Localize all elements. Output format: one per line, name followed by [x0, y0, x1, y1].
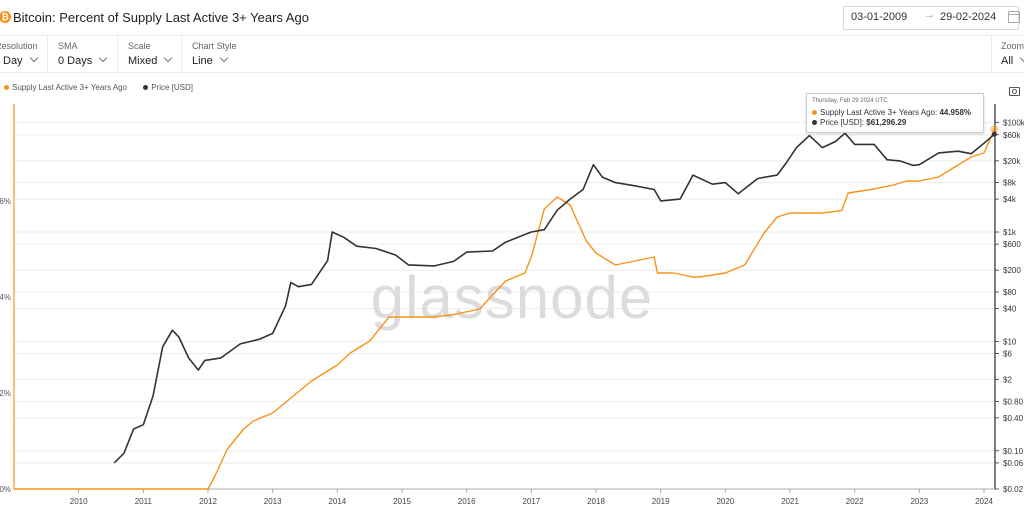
divider	[991, 36, 992, 72]
y-tick-label-right: $8k	[1003, 179, 1017, 188]
tooltip-date: Thursday, Feb 29 2024 UTC	[812, 98, 888, 104]
sma-select[interactable]: SMA 0 Days	[58, 36, 118, 72]
y-tick-label-right: $100k	[1003, 119, 1024, 128]
legend-label: Supply Last Active 3+ Years Ago	[12, 83, 127, 92]
x-tick-label: 2017	[522, 497, 540, 506]
y-tick-label-right: $600	[1003, 240, 1021, 249]
x-tick-label: 2019	[652, 497, 670, 506]
scale-value: Mixed	[128, 55, 158, 67]
divider	[47, 36, 48, 72]
y-tick-label-right: $10	[1003, 337, 1017, 346]
tooltip-supply-value: 44.958%	[939, 108, 972, 117]
y-tick-label-left: 24%	[0, 293, 11, 302]
chart-style-label: Chart Style	[192, 41, 237, 51]
tooltip-supply-label: Supply Last Active 3+ Years Ago:	[820, 108, 938, 117]
date-to[interactable]: 29-02-2024	[940, 11, 997, 23]
camera-icon[interactable]	[1009, 87, 1020, 96]
y-tick-label-right: $2	[1003, 376, 1012, 385]
tooltip-price-label: Price [USD]:	[820, 118, 865, 127]
x-tick-label: 2021	[781, 497, 799, 506]
chevron-down-icon	[219, 53, 229, 63]
x-tick-label: 2013	[264, 497, 282, 506]
tooltip-supply-row: Supply Last Active 3+ Years Ago: 44.958%	[812, 108, 971, 117]
tooltip-price-value: $61,296.29	[866, 118, 907, 127]
series-supply	[13, 129, 996, 490]
x-tick-label: 2014	[328, 497, 346, 506]
scale-select[interactable]: Scale Mixed	[128, 36, 184, 72]
price-line	[113, 132, 995, 464]
tooltip-swatch	[812, 120, 817, 126]
resolution-label: Resolution	[0, 41, 38, 51]
x-tick-label: 2015	[393, 497, 411, 506]
y-tick-label-right: $0.80	[1003, 397, 1024, 406]
x-tick-label: 2024	[975, 497, 993, 506]
y-tick-label-right: $6	[1003, 350, 1012, 359]
divider	[181, 36, 182, 72]
y-tick-label-right: $0.06	[1003, 459, 1024, 468]
x-tick-label: 2023	[910, 497, 928, 506]
x-tick-label: 2022	[846, 497, 864, 506]
y-tick-label-right: $0.40	[1003, 414, 1024, 423]
x-tick-label: 2020	[716, 497, 734, 506]
zoom-label: Zoom	[1001, 41, 1024, 51]
legend-item-price[interactable]: Price [USD]	[143, 83, 193, 92]
hover-marker-price	[991, 131, 997, 137]
y-tick-label-right: $200	[1003, 266, 1021, 275]
toolbar: Resolution Day SMA 0 Days Scale Mixed Ch…	[0, 35, 1024, 73]
x-tick-label: 2010	[70, 497, 88, 506]
page-title: Bitcoin: Percent of Supply Last Active 3…	[13, 10, 309, 25]
chevron-down-icon	[164, 53, 173, 63]
y-tick-label-right: $20k	[1003, 157, 1021, 166]
bitcoin-icon: ₿	[0, 11, 11, 23]
zoom-select[interactable]: Zoom All	[1000, 36, 1024, 72]
chevron-down-icon	[99, 53, 108, 63]
sma-label: SMA	[58, 41, 78, 51]
scale-label: Scale	[128, 41, 151, 51]
arrow-right-icon: →	[924, 9, 935, 21]
chart-style-select[interactable]: Chart Style Line	[192, 36, 254, 72]
y-tick-label-right: $80	[1003, 288, 1017, 297]
tooltip-swatch	[812, 110, 817, 116]
sma-value: 0 Days	[58, 55, 93, 67]
y-tick-label-right: $1k	[1003, 228, 1017, 237]
y-tick-label-right: $0.02	[1003, 485, 1024, 494]
series-price	[113, 132, 995, 464]
y-tick-label-right: $0.10	[1003, 447, 1024, 456]
x-tick-label: 2011	[135, 497, 153, 506]
chart-style-value: Line	[192, 55, 213, 67]
x-tick-label: 2018	[587, 497, 605, 506]
watermark: glassnode	[371, 264, 654, 331]
legend: Supply Last Active 3+ Years Ago Price [U…	[0, 83, 193, 95]
calendar-icon[interactable]	[1008, 11, 1020, 23]
x-tick-label: 2012	[199, 497, 217, 506]
x-tick-label: 2016	[458, 497, 476, 506]
zoom-value: All	[1001, 55, 1014, 67]
y-tick-label-left: 36%	[0, 197, 11, 206]
y-tick-label-right: $4k	[1003, 195, 1017, 204]
y-tick-label-right: $40	[1003, 304, 1017, 313]
divider	[117, 36, 118, 72]
y-tick-label-left: 0%	[0, 485, 11, 494]
y-tick-label-right: $60k	[1003, 131, 1021, 140]
resolution-value: Day	[3, 55, 23, 67]
hover-marker-supply	[990, 125, 999, 134]
legend-item-supply[interactable]: Supply Last Active 3+ Years Ago	[4, 83, 129, 92]
y-tick-label-left: 12%	[0, 389, 11, 398]
header: ₿ Bitcoin: Percent of Supply Last Active…	[0, 0, 1024, 34]
date-range-picker[interactable]	[843, 6, 1019, 30]
date-from[interactable]: 03-01-2009	[851, 11, 908, 23]
tooltip: Thursday, Feb 29 2024 UTC Supply Last Ac…	[806, 93, 984, 133]
tooltip-price-row: Price [USD]: $61,296.29	[812, 118, 906, 127]
chevron-down-icon	[1019, 53, 1024, 63]
legend-swatch	[4, 85, 9, 91]
resolution-select[interactable]: Resolution Day	[0, 36, 44, 72]
legend-swatch	[143, 85, 149, 91]
chevron-down-icon	[29, 53, 38, 63]
legend-label: Price [USD]	[151, 83, 194, 92]
